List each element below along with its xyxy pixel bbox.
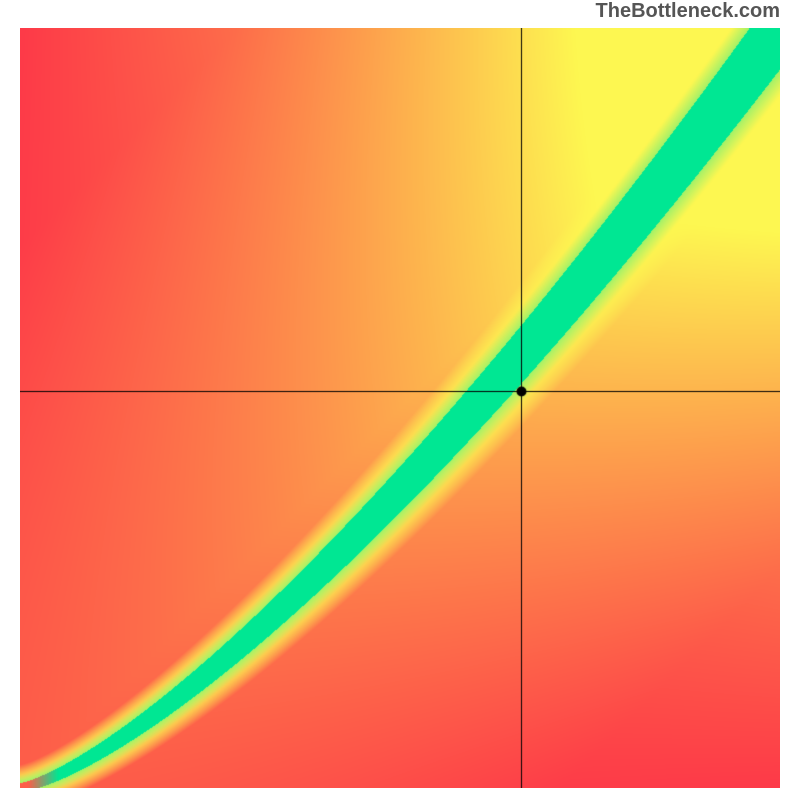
bottleneck-heatmap [20,28,780,788]
watermark-text: TheBottleneck.com [596,0,780,23]
